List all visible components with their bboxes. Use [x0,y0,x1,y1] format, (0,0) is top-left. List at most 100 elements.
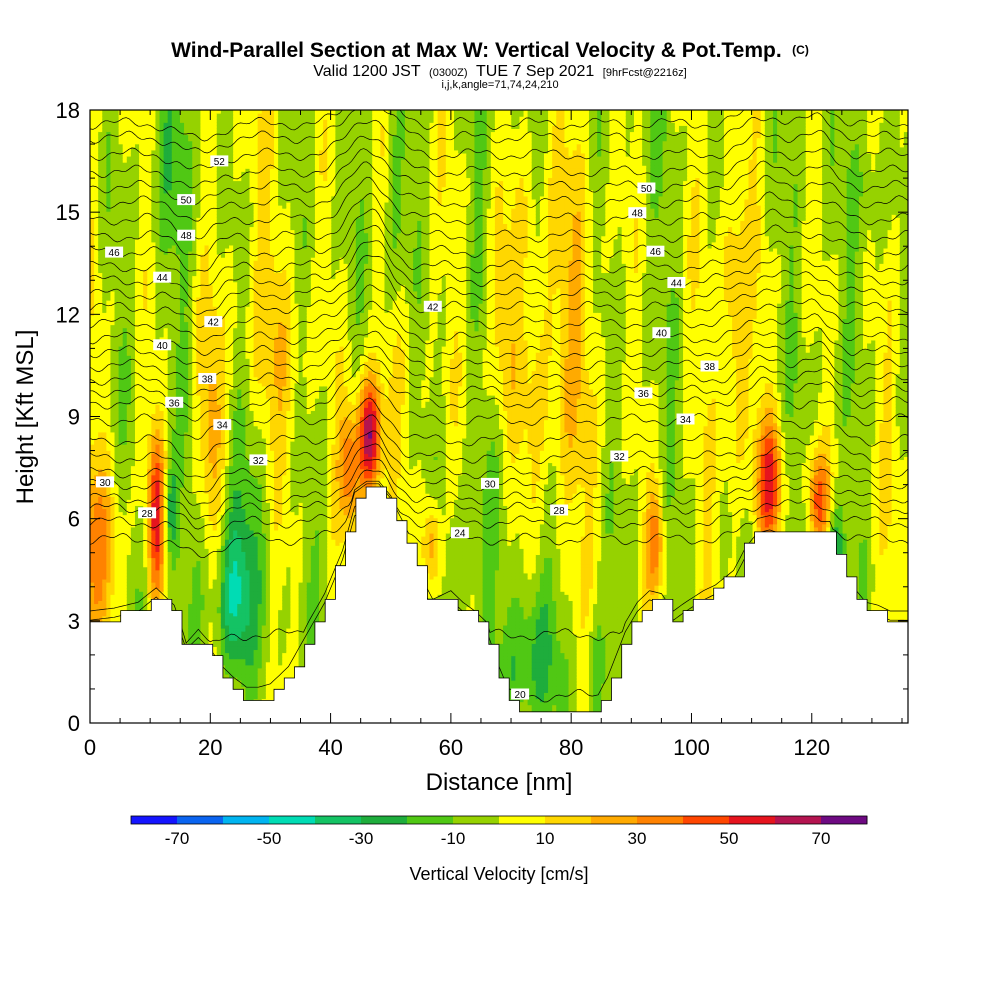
velocity-cell [106,263,112,267]
velocity-cell [98,254,103,258]
velocity-cell [94,165,99,169]
velocity-cell [118,116,124,120]
velocity-cell [114,511,120,516]
velocity-cell [102,146,107,151]
velocity-cell [126,477,132,482]
velocity-cell [118,315,124,320]
velocity-cell [139,355,144,359]
velocity-cell [139,247,144,252]
velocity-cell [90,401,95,405]
velocity-cell [143,247,148,252]
velocity-cell [139,198,144,203]
velocity-cell [118,303,124,307]
velocity-cell [122,575,128,580]
velocity-cell [130,569,136,574]
velocity-cell [143,220,148,224]
velocity-cell [126,511,132,516]
velocity-cell [94,201,99,206]
velocity-cell [94,214,99,218]
velocity-cell [130,511,136,516]
velocity-cell [147,566,152,571]
velocity-cell [118,566,124,571]
velocity-cell [139,162,144,166]
velocity-cell [90,493,95,497]
velocity-cell [126,128,132,133]
velocity-cell [143,159,148,163]
velocity-cell [114,395,120,399]
velocity-cell [130,128,136,133]
velocity-cell [134,318,140,323]
velocity-cell [106,431,112,436]
velocity-cell [134,346,140,350]
velocity-cell [110,487,116,491]
velocity-cell [130,269,136,274]
velocity-cell [98,532,103,537]
velocity-cell [118,192,124,197]
velocity-cell [90,333,95,338]
velocity-cell [114,600,120,605]
velocity-cell [94,493,99,497]
velocity-cell [118,263,124,267]
velocity-cell [106,146,112,151]
velocity-cell [114,529,120,534]
velocity-cell [134,456,140,461]
velocity-cell [122,272,128,277]
velocity-cell [98,413,103,418]
velocity-cell [90,339,95,344]
velocity-cell [118,471,124,476]
velocity-cell [143,312,148,316]
velocity-cell [106,232,112,237]
velocity-cell [139,312,144,316]
velocity-cell [118,281,124,286]
velocity-cell [147,517,152,522]
velocity-cell [134,278,140,283]
velocity-cell [143,410,148,415]
velocity-cell [90,220,95,224]
velocity-cell [114,342,120,347]
velocity-cell [130,520,136,525]
velocity-cell [147,238,152,243]
velocity-cell [90,110,95,114]
velocity-cell [102,591,107,595]
velocity-cell [147,465,152,470]
velocity-cell [90,373,95,378]
velocity-cell [114,309,120,313]
velocity-cell [122,125,128,129]
velocity-cell [143,174,148,179]
velocity-cell [114,419,120,424]
velocity-cell [134,333,140,338]
velocity-cell [98,113,103,117]
velocity-cell [139,407,144,411]
velocity-cell [122,122,128,126]
velocity-cell [143,223,148,228]
velocity-cell [106,505,112,510]
velocity-cell [106,306,112,310]
velocity-cell [98,171,103,175]
velocity-cell [118,585,124,589]
velocity-cell [90,508,95,513]
velocity-cell [114,588,120,592]
velocity-cell [90,205,95,209]
velocity-cell [106,327,112,332]
velocity-cell [122,183,128,188]
velocity-cell [106,110,112,114]
velocity-cell [94,551,99,556]
velocity-cell [90,198,95,203]
velocity-cell [130,238,136,243]
velocity-cell [143,373,148,378]
velocity-cell [143,346,148,350]
velocity-cell [122,413,128,418]
velocity-cell [114,272,120,277]
velocity-cell [94,511,99,516]
velocity-cell [134,244,140,249]
velocity-cell [139,195,144,200]
velocity-cell [134,122,140,126]
velocity-cell [143,560,148,565]
velocity-cell [122,404,128,408]
velocity-cell [130,226,136,231]
velocity-cell [106,349,112,353]
velocity-cell [130,312,136,316]
velocity-cell [110,113,116,117]
velocity-cell [122,189,128,194]
velocity-cell [90,437,95,442]
